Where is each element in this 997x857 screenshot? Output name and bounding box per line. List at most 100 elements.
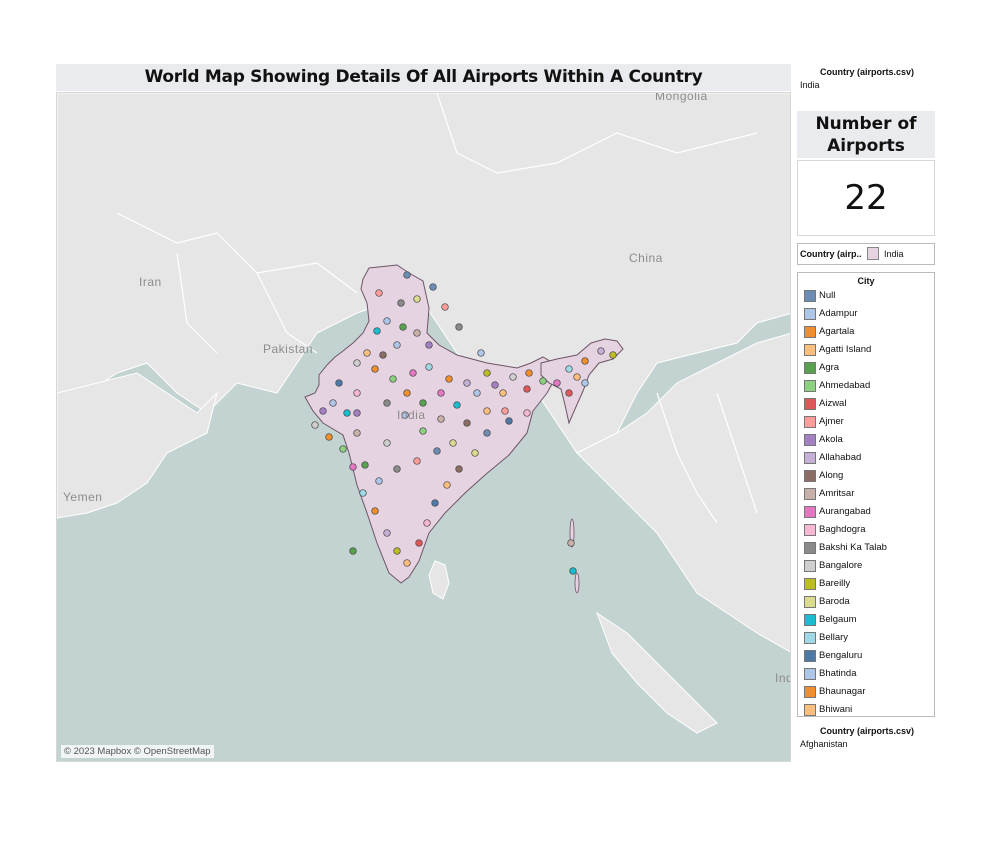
airport-point[interactable] <box>453 401 461 409</box>
airport-point[interactable] <box>455 323 463 331</box>
airport-point[interactable] <box>499 389 507 397</box>
airport-point[interactable] <box>349 547 357 555</box>
airport-point[interactable] <box>371 365 379 373</box>
airport-point[interactable] <box>525 369 533 377</box>
city-legend-item[interactable]: Allahabad <box>798 452 934 470</box>
airport-point[interactable] <box>415 539 423 547</box>
filter-bottom-value[interactable]: Afghanistan <box>800 739 848 749</box>
airport-point[interactable] <box>437 415 445 423</box>
city-legend-item[interactable]: Amritsar <box>798 488 934 506</box>
airport-point[interactable] <box>403 559 411 567</box>
airport-point[interactable] <box>491 381 499 389</box>
airport-point[interactable] <box>567 539 575 547</box>
airport-point[interactable] <box>477 349 485 357</box>
airport-point[interactable] <box>441 303 449 311</box>
airport-point[interactable] <box>311 421 319 429</box>
airport-point[interactable] <box>565 365 573 373</box>
airport-point[interactable] <box>339 445 347 453</box>
airport-point[interactable] <box>393 465 401 473</box>
filter-top-value[interactable]: India <box>800 80 820 90</box>
airport-point[interactable] <box>581 379 589 387</box>
city-legend-item[interactable]: Agartala <box>798 326 934 344</box>
airport-point[interactable] <box>443 481 451 489</box>
airport-point[interactable] <box>597 347 605 355</box>
airport-point[interactable] <box>429 283 437 291</box>
airport-point[interactable] <box>389 375 397 383</box>
airport-point[interactable] <box>423 519 431 527</box>
city-legend[interactable]: City Null Adampur Agartala Agatti Island Agr… <box>797 272 935 717</box>
airport-point[interactable] <box>483 429 491 437</box>
airport-point[interactable] <box>431 499 439 507</box>
city-legend-item[interactable]: Akola <box>798 434 934 452</box>
airport-point[interactable] <box>573 373 581 381</box>
airport-point[interactable] <box>375 477 383 485</box>
city-legend-item[interactable]: Along <box>798 470 934 488</box>
airport-point[interactable] <box>319 407 327 415</box>
airport-point[interactable] <box>335 379 343 387</box>
airport-point[interactable] <box>433 447 441 455</box>
airport-point[interactable] <box>539 377 547 385</box>
airport-point[interactable] <box>329 399 337 407</box>
city-legend-item[interactable]: Aurangabad <box>798 506 934 524</box>
airport-point[interactable] <box>419 427 427 435</box>
airport-point[interactable] <box>609 351 617 359</box>
airport-point[interactable] <box>473 389 481 397</box>
city-legend-item[interactable]: Bhaunagar <box>798 686 934 704</box>
airport-point[interactable] <box>401 411 409 419</box>
city-legend-item[interactable]: Baghdogra <box>798 524 934 542</box>
country-legend[interactable]: Country (airp.. India <box>797 243 935 265</box>
airport-point[interactable] <box>419 399 427 407</box>
city-legend-item[interactable]: Belgaum <box>798 614 934 632</box>
airport-point[interactable] <box>403 271 411 279</box>
city-legend-item[interactable]: Bhiwani <box>798 704 934 716</box>
airport-point[interactable] <box>565 389 573 397</box>
airport-point[interactable] <box>397 299 405 307</box>
city-legend-item[interactable]: Agatti Island <box>798 344 934 362</box>
city-legend-item[interactable]: Baroda <box>798 596 934 614</box>
city-legend-item[interactable]: Null <box>798 290 934 308</box>
airport-point[interactable] <box>569 567 577 575</box>
airport-point[interactable] <box>581 357 589 365</box>
airport-point[interactable] <box>353 409 361 417</box>
airport-point[interactable] <box>505 417 513 425</box>
airport-point[interactable] <box>445 375 453 383</box>
city-legend-item[interactable]: Bakshi Ka Talab <box>798 542 934 560</box>
airport-point[interactable] <box>383 317 391 325</box>
airport-point[interactable] <box>353 359 361 367</box>
city-legend-item[interactable]: Ajmer <box>798 416 934 434</box>
airport-point[interactable] <box>483 369 491 377</box>
airport-point[interactable] <box>393 341 401 349</box>
airport-point[interactable] <box>413 457 421 465</box>
airport-point[interactable] <box>449 439 457 447</box>
airport-point[interactable] <box>383 399 391 407</box>
airport-point[interactable] <box>553 379 561 387</box>
city-legend-item[interactable]: Bareilly <box>798 578 934 596</box>
city-legend-item[interactable]: Aizwal <box>798 398 934 416</box>
airport-point[interactable] <box>373 327 381 335</box>
airport-point[interactable] <box>523 409 531 417</box>
city-legend-item[interactable]: Bellary <box>798 632 934 650</box>
airport-point[interactable] <box>393 547 401 555</box>
airport-point[interactable] <box>425 341 433 349</box>
airport-point[interactable] <box>353 389 361 397</box>
airport-point[interactable] <box>383 439 391 447</box>
airport-point[interactable] <box>383 529 391 537</box>
airport-point[interactable] <box>379 351 387 359</box>
airport-point[interactable] <box>471 449 479 457</box>
map-attribution[interactable]: © 2023 Mapbox © OpenStreetMap <box>61 745 214 758</box>
airport-point[interactable] <box>399 323 407 331</box>
airport-point[interactable] <box>437 389 445 397</box>
airport-point[interactable] <box>509 373 517 381</box>
airport-point[interactable] <box>413 295 421 303</box>
city-legend-item[interactable]: Agra <box>798 362 934 380</box>
airport-point[interactable] <box>343 409 351 417</box>
airport-point[interactable] <box>371 507 379 515</box>
city-legend-item[interactable]: Adampur <box>798 308 934 326</box>
airport-point[interactable] <box>363 349 371 357</box>
airport-point[interactable] <box>409 369 417 377</box>
airport-point[interactable] <box>463 379 471 387</box>
city-legend-item[interactable]: Bhatinda <box>798 668 934 686</box>
airport-point[interactable] <box>483 407 491 415</box>
airport-point[interactable] <box>403 389 411 397</box>
airport-point[interactable] <box>413 329 421 337</box>
